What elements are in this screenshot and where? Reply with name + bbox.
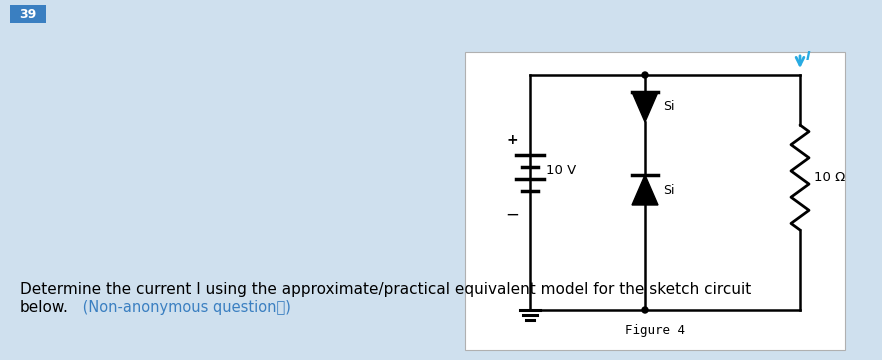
Text: (Non-anonymous questionⓘ): (Non-anonymous questionⓘ) <box>78 300 291 315</box>
Text: I: I <box>806 50 811 63</box>
Circle shape <box>642 72 648 78</box>
Text: Si: Si <box>663 100 675 113</box>
Circle shape <box>642 307 648 313</box>
Polygon shape <box>632 92 658 122</box>
FancyBboxPatch shape <box>465 52 845 350</box>
Text: Figure 4: Figure 4 <box>625 324 685 337</box>
Text: 39: 39 <box>19 8 37 21</box>
Polygon shape <box>632 175 658 205</box>
Text: +: + <box>506 134 518 148</box>
FancyBboxPatch shape <box>10 5 46 23</box>
Text: 10 Ω: 10 Ω <box>814 171 845 184</box>
Text: Determine the current I using the approximate/practical equivalent model for the: Determine the current I using the approx… <box>20 282 751 297</box>
Text: below.: below. <box>20 300 69 315</box>
Text: Si: Si <box>663 184 675 197</box>
Text: 10 V: 10 V <box>546 164 576 177</box>
Text: −: − <box>505 206 519 224</box>
